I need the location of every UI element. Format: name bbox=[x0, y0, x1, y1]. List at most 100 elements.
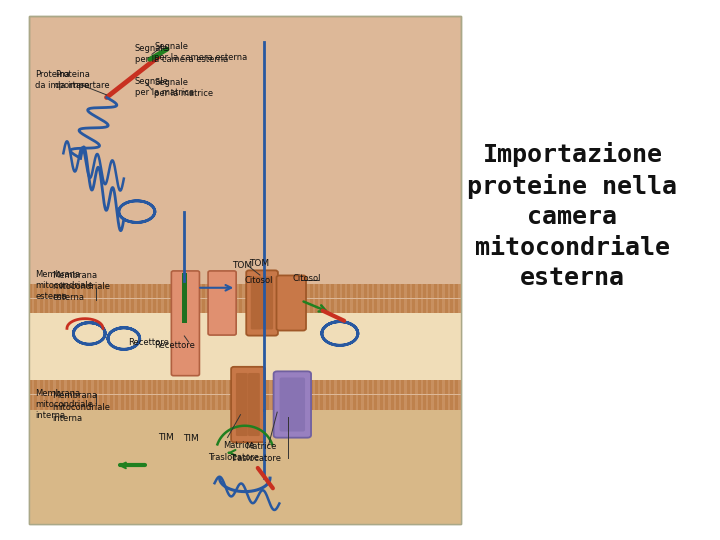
Bar bbox=[407, 395, 410, 409]
Bar bbox=[61, 380, 64, 394]
Text: Membrana
mitocondriale
esterna: Membrana mitocondriale esterna bbox=[53, 271, 111, 302]
Bar bbox=[325, 299, 329, 313]
Bar bbox=[320, 380, 323, 394]
Bar bbox=[153, 299, 156, 313]
Bar bbox=[282, 380, 286, 394]
Bar bbox=[439, 395, 442, 409]
Bar bbox=[137, 284, 140, 298]
Bar bbox=[294, 395, 297, 409]
Bar bbox=[433, 380, 437, 394]
Bar bbox=[89, 284, 91, 298]
Bar bbox=[245, 380, 248, 394]
Bar bbox=[256, 380, 258, 394]
Text: Citosol: Citosol bbox=[245, 275, 274, 285]
Bar bbox=[169, 284, 172, 298]
Bar bbox=[212, 284, 215, 298]
FancyBboxPatch shape bbox=[208, 271, 236, 335]
Bar bbox=[390, 380, 394, 394]
Bar bbox=[180, 395, 183, 409]
Bar bbox=[180, 380, 183, 394]
Bar bbox=[104, 395, 107, 409]
Bar bbox=[94, 284, 96, 298]
Bar bbox=[374, 395, 377, 409]
Bar bbox=[304, 284, 307, 298]
Bar bbox=[423, 299, 426, 313]
Bar bbox=[169, 380, 172, 394]
Bar bbox=[277, 380, 280, 394]
Bar bbox=[186, 299, 189, 313]
Bar bbox=[164, 380, 167, 394]
Bar bbox=[191, 284, 194, 298]
Bar bbox=[126, 284, 129, 298]
Bar bbox=[132, 284, 135, 298]
Bar bbox=[186, 380, 189, 394]
Bar bbox=[29, 395, 32, 409]
Bar bbox=[202, 380, 204, 394]
Bar bbox=[433, 395, 437, 409]
Bar bbox=[207, 284, 210, 298]
Bar bbox=[35, 299, 37, 313]
Bar bbox=[423, 380, 426, 394]
Text: Traslocatore: Traslocatore bbox=[208, 453, 259, 462]
Bar bbox=[288, 299, 291, 313]
Bar bbox=[202, 284, 204, 298]
Bar bbox=[115, 299, 118, 313]
Bar bbox=[191, 380, 194, 394]
Bar bbox=[148, 299, 150, 313]
Bar bbox=[385, 284, 388, 298]
Bar bbox=[132, 380, 135, 394]
Text: TIM: TIM bbox=[184, 434, 199, 443]
Bar bbox=[402, 284, 405, 298]
Bar bbox=[40, 380, 42, 394]
Bar bbox=[261, 395, 264, 409]
Text: Recettore: Recettore bbox=[128, 338, 169, 347]
Bar bbox=[121, 299, 124, 313]
Text: Membrana
mitocondriale
interna: Membrana mitocondriale interna bbox=[53, 392, 111, 423]
Bar bbox=[143, 299, 145, 313]
Bar bbox=[358, 299, 361, 313]
Bar bbox=[66, 284, 70, 298]
Bar bbox=[294, 380, 297, 394]
Text: Proteina
da importare: Proteina da importare bbox=[55, 70, 109, 90]
Bar bbox=[282, 299, 286, 313]
Bar bbox=[72, 395, 75, 409]
Bar bbox=[40, 299, 42, 313]
Bar bbox=[439, 299, 442, 313]
Bar bbox=[325, 395, 329, 409]
Bar bbox=[148, 380, 150, 394]
Bar bbox=[115, 395, 118, 409]
Bar bbox=[251, 284, 253, 298]
Bar bbox=[99, 380, 102, 394]
Bar bbox=[385, 395, 388, 409]
Bar bbox=[121, 380, 124, 394]
Bar bbox=[104, 380, 107, 394]
Bar bbox=[132, 299, 135, 313]
Bar bbox=[29, 395, 461, 409]
Text: TOM: TOM bbox=[232, 261, 252, 271]
Bar bbox=[50, 380, 53, 394]
Bar bbox=[261, 380, 264, 394]
Bar bbox=[456, 380, 459, 394]
Bar bbox=[385, 380, 388, 394]
FancyBboxPatch shape bbox=[236, 373, 248, 436]
Bar bbox=[402, 380, 405, 394]
Bar bbox=[380, 395, 383, 409]
Bar bbox=[450, 380, 453, 394]
Bar bbox=[256, 284, 258, 298]
Bar bbox=[239, 284, 243, 298]
Bar bbox=[121, 395, 124, 409]
Bar bbox=[164, 284, 167, 298]
Bar bbox=[456, 299, 459, 313]
Bar bbox=[256, 299, 258, 313]
Bar bbox=[29, 409, 461, 524]
Bar bbox=[137, 299, 140, 313]
Bar bbox=[153, 395, 156, 409]
Bar bbox=[364, 284, 366, 298]
Bar bbox=[396, 380, 399, 394]
Bar bbox=[364, 380, 366, 394]
Bar bbox=[402, 299, 405, 313]
Text: Recettore: Recettore bbox=[154, 341, 195, 349]
Bar bbox=[153, 284, 156, 298]
Bar bbox=[271, 380, 275, 394]
Bar bbox=[380, 380, 383, 394]
